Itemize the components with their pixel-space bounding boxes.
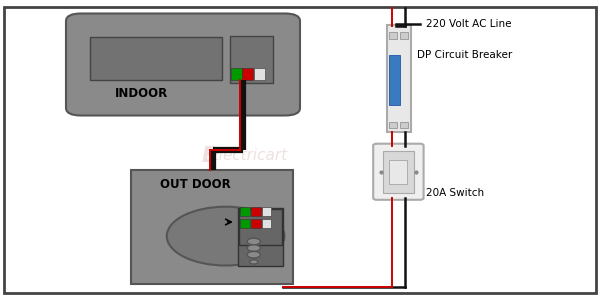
Bar	[239, 209, 282, 244]
Bar	[90, 38, 222, 80]
Text: INDOOR: INDOOR	[115, 87, 167, 100]
Bar	[240, 207, 250, 216]
Bar	[389, 32, 397, 39]
Bar	[240, 219, 250, 228]
Bar	[230, 36, 273, 82]
Text: OUT DOOR: OUT DOOR	[160, 178, 230, 191]
Circle shape	[247, 251, 260, 258]
Bar	[262, 207, 271, 216]
Bar	[389, 160, 407, 184]
Bar	[242, 68, 253, 80]
Bar	[400, 122, 408, 128]
Text: 20A Switch: 20A Switch	[426, 188, 484, 198]
Bar	[131, 169, 293, 284]
Bar	[231, 68, 242, 80]
Circle shape	[167, 207, 284, 266]
Text: DP Circuit Breaker: DP Circuit Breaker	[417, 50, 512, 60]
Bar	[238, 208, 283, 266]
Bar	[389, 56, 400, 105]
Text: Electricart: Electricart	[210, 148, 288, 164]
Text: B: B	[202, 146, 218, 166]
Bar	[383, 151, 414, 193]
Bar	[387, 26, 411, 132]
Circle shape	[247, 238, 260, 245]
Bar	[389, 122, 397, 128]
Bar	[251, 219, 261, 228]
Bar	[254, 68, 265, 80]
Circle shape	[247, 245, 260, 251]
FancyBboxPatch shape	[66, 14, 300, 116]
Text: 220 Volt AC Line: 220 Volt AC Line	[426, 19, 511, 29]
Bar	[262, 219, 271, 228]
Bar	[251, 207, 261, 216]
FancyBboxPatch shape	[373, 144, 424, 200]
Circle shape	[250, 260, 258, 264]
Bar	[400, 32, 408, 39]
